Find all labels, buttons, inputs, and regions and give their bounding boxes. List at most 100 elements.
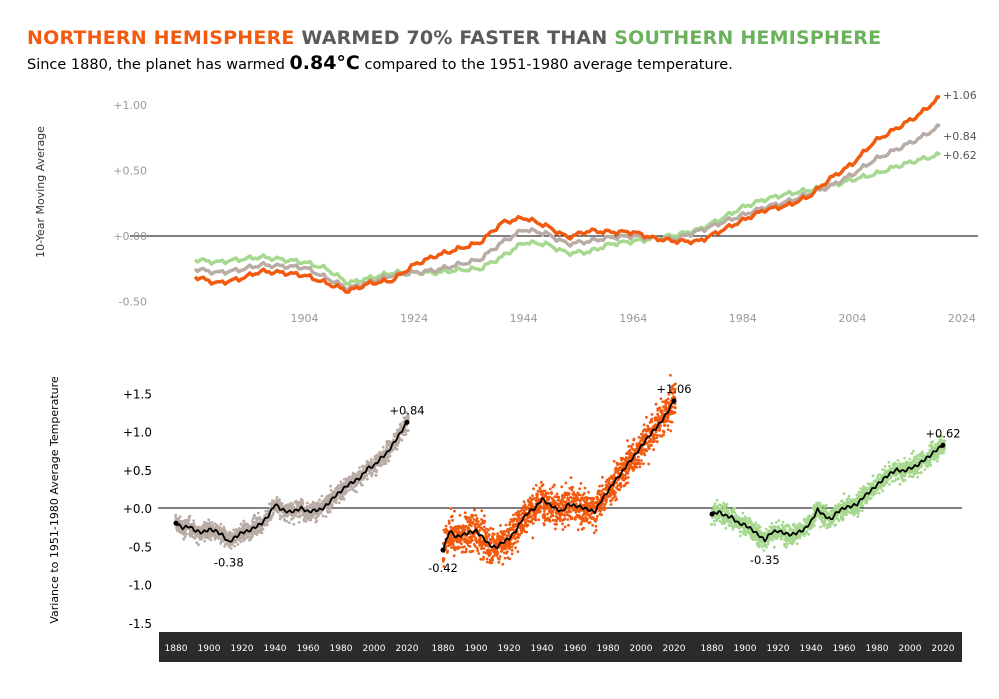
scatter-point-global — [222, 527, 226, 530]
scatter-point-south — [842, 492, 846, 495]
scatter-point-global — [260, 531, 264, 535]
scatter-point-north — [468, 535, 472, 539]
scatter-point-north — [499, 524, 502, 527]
scatter-point-south — [818, 502, 822, 506]
scatter-point-south — [890, 480, 894, 483]
scatter-point-south — [799, 534, 802, 538]
scatter-point-global — [243, 524, 247, 528]
scatter-point-north — [642, 435, 646, 439]
scatter-point-global — [330, 503, 334, 507]
scatter-point-north — [470, 524, 473, 528]
scatter-point-north — [600, 484, 604, 488]
scatter-point-north — [532, 497, 536, 500]
scatter-point-global — [328, 510, 332, 514]
scatter-point-north — [496, 553, 499, 556]
top-series-north-line — [193, 95, 941, 295]
scatter-point-north — [555, 522, 558, 526]
scatter-point-north — [452, 554, 456, 558]
scatter-point-north — [543, 514, 547, 518]
scatter-point-north — [539, 504, 543, 508]
scatter-point-global — [204, 536, 208, 539]
scatter-point-south — [828, 525, 832, 528]
scatter-point-south — [915, 457, 919, 460]
scatter-point-north — [463, 511, 467, 515]
scatter-point-north — [656, 412, 659, 416]
scatter-point-north — [461, 550, 465, 554]
scatter-point-south — [923, 468, 927, 471]
scatter-point-south — [860, 509, 864, 512]
scatter-point-global — [209, 535, 213, 539]
scatter-point-north — [669, 373, 672, 377]
scatter-point-north — [480, 509, 484, 513]
scatter-point-north — [601, 475, 604, 479]
scatter-point-north — [541, 483, 545, 486]
scatter-point-south — [742, 530, 746, 534]
scatter-point-south — [783, 528, 787, 531]
scatter-point-north — [530, 515, 534, 518]
bottom-y-tick: -1.5 — [129, 617, 152, 631]
scatter-point-south — [710, 522, 714, 526]
scatter-point-north — [482, 551, 486, 554]
scatter-point-south — [869, 496, 873, 500]
scatter-point-south — [911, 475, 915, 479]
scatter-point-global — [209, 538, 213, 542]
scatter-point-north — [659, 424, 662, 428]
scatter-point-north — [496, 532, 500, 536]
scatter-point-south — [898, 482, 902, 486]
scatter-point-north — [534, 518, 538, 522]
scatter-point-north — [490, 561, 494, 565]
scatter-point-north — [632, 468, 636, 471]
scatter-point-north — [464, 524, 467, 528]
scatter-point-north — [643, 453, 647, 457]
scatter-point-north — [548, 495, 551, 499]
scatter-point-north — [543, 489, 547, 493]
trend-min-label-north: -0.42 — [428, 561, 458, 575]
scatter-point-north — [559, 499, 563, 503]
scatter-point-global — [206, 535, 210, 539]
scatter-point-global — [200, 535, 204, 538]
scatter-point-north — [610, 486, 614, 490]
scatter-point-global — [192, 522, 196, 526]
scatter-point-north — [596, 496, 600, 500]
scatter-point-north — [542, 507, 546, 511]
scatter-point-north — [468, 516, 471, 519]
scatter-point-south — [845, 513, 848, 517]
scatter-point-south — [731, 525, 735, 528]
scatter-point-north — [664, 402, 668, 406]
scatter-point-global — [280, 502, 284, 505]
scatter-point-north — [525, 506, 529, 510]
scatter-point-north — [594, 524, 598, 528]
scatter-point-north — [612, 459, 616, 463]
scatter-point-global — [278, 517, 282, 521]
scatter-point-south — [862, 488, 866, 492]
scatter-point-south — [888, 464, 891, 468]
bottom-x-tick: 1920 — [231, 644, 254, 654]
scatter-point-south — [896, 458, 900, 462]
scatter-point-north — [645, 415, 648, 419]
scatter-point-global — [271, 499, 274, 503]
scatter-point-north — [548, 487, 552, 491]
scatter-point-north — [642, 433, 645, 437]
scatter-point-north — [551, 485, 555, 489]
top-x-tick: 2004 — [838, 312, 866, 325]
scatter-point-south — [856, 515, 860, 519]
scatter-point-global — [402, 416, 406, 420]
bottom-y-tick: +0.5 — [123, 464, 152, 478]
scatter-point-north — [510, 548, 514, 552]
scatter-point-south — [725, 502, 729, 506]
scatter-point-north — [528, 515, 532, 519]
scatter-point-global — [187, 515, 191, 519]
scatter-point-north — [505, 551, 508, 555]
scatter-point-south — [893, 464, 896, 468]
scatter-point-north — [615, 497, 619, 501]
scatter-point-south — [847, 494, 851, 498]
scatter-point-south — [785, 545, 788, 549]
scatter-point-north — [662, 433, 665, 437]
scatter-point-south — [841, 517, 845, 521]
scatter-point-south — [865, 501, 869, 505]
scatter-point-north — [537, 507, 541, 511]
scatter-point-north — [451, 543, 455, 547]
scatter-point-global — [334, 501, 338, 504]
trend-min-label-global: -0.38 — [214, 555, 244, 569]
scatter-point-north — [473, 544, 477, 548]
